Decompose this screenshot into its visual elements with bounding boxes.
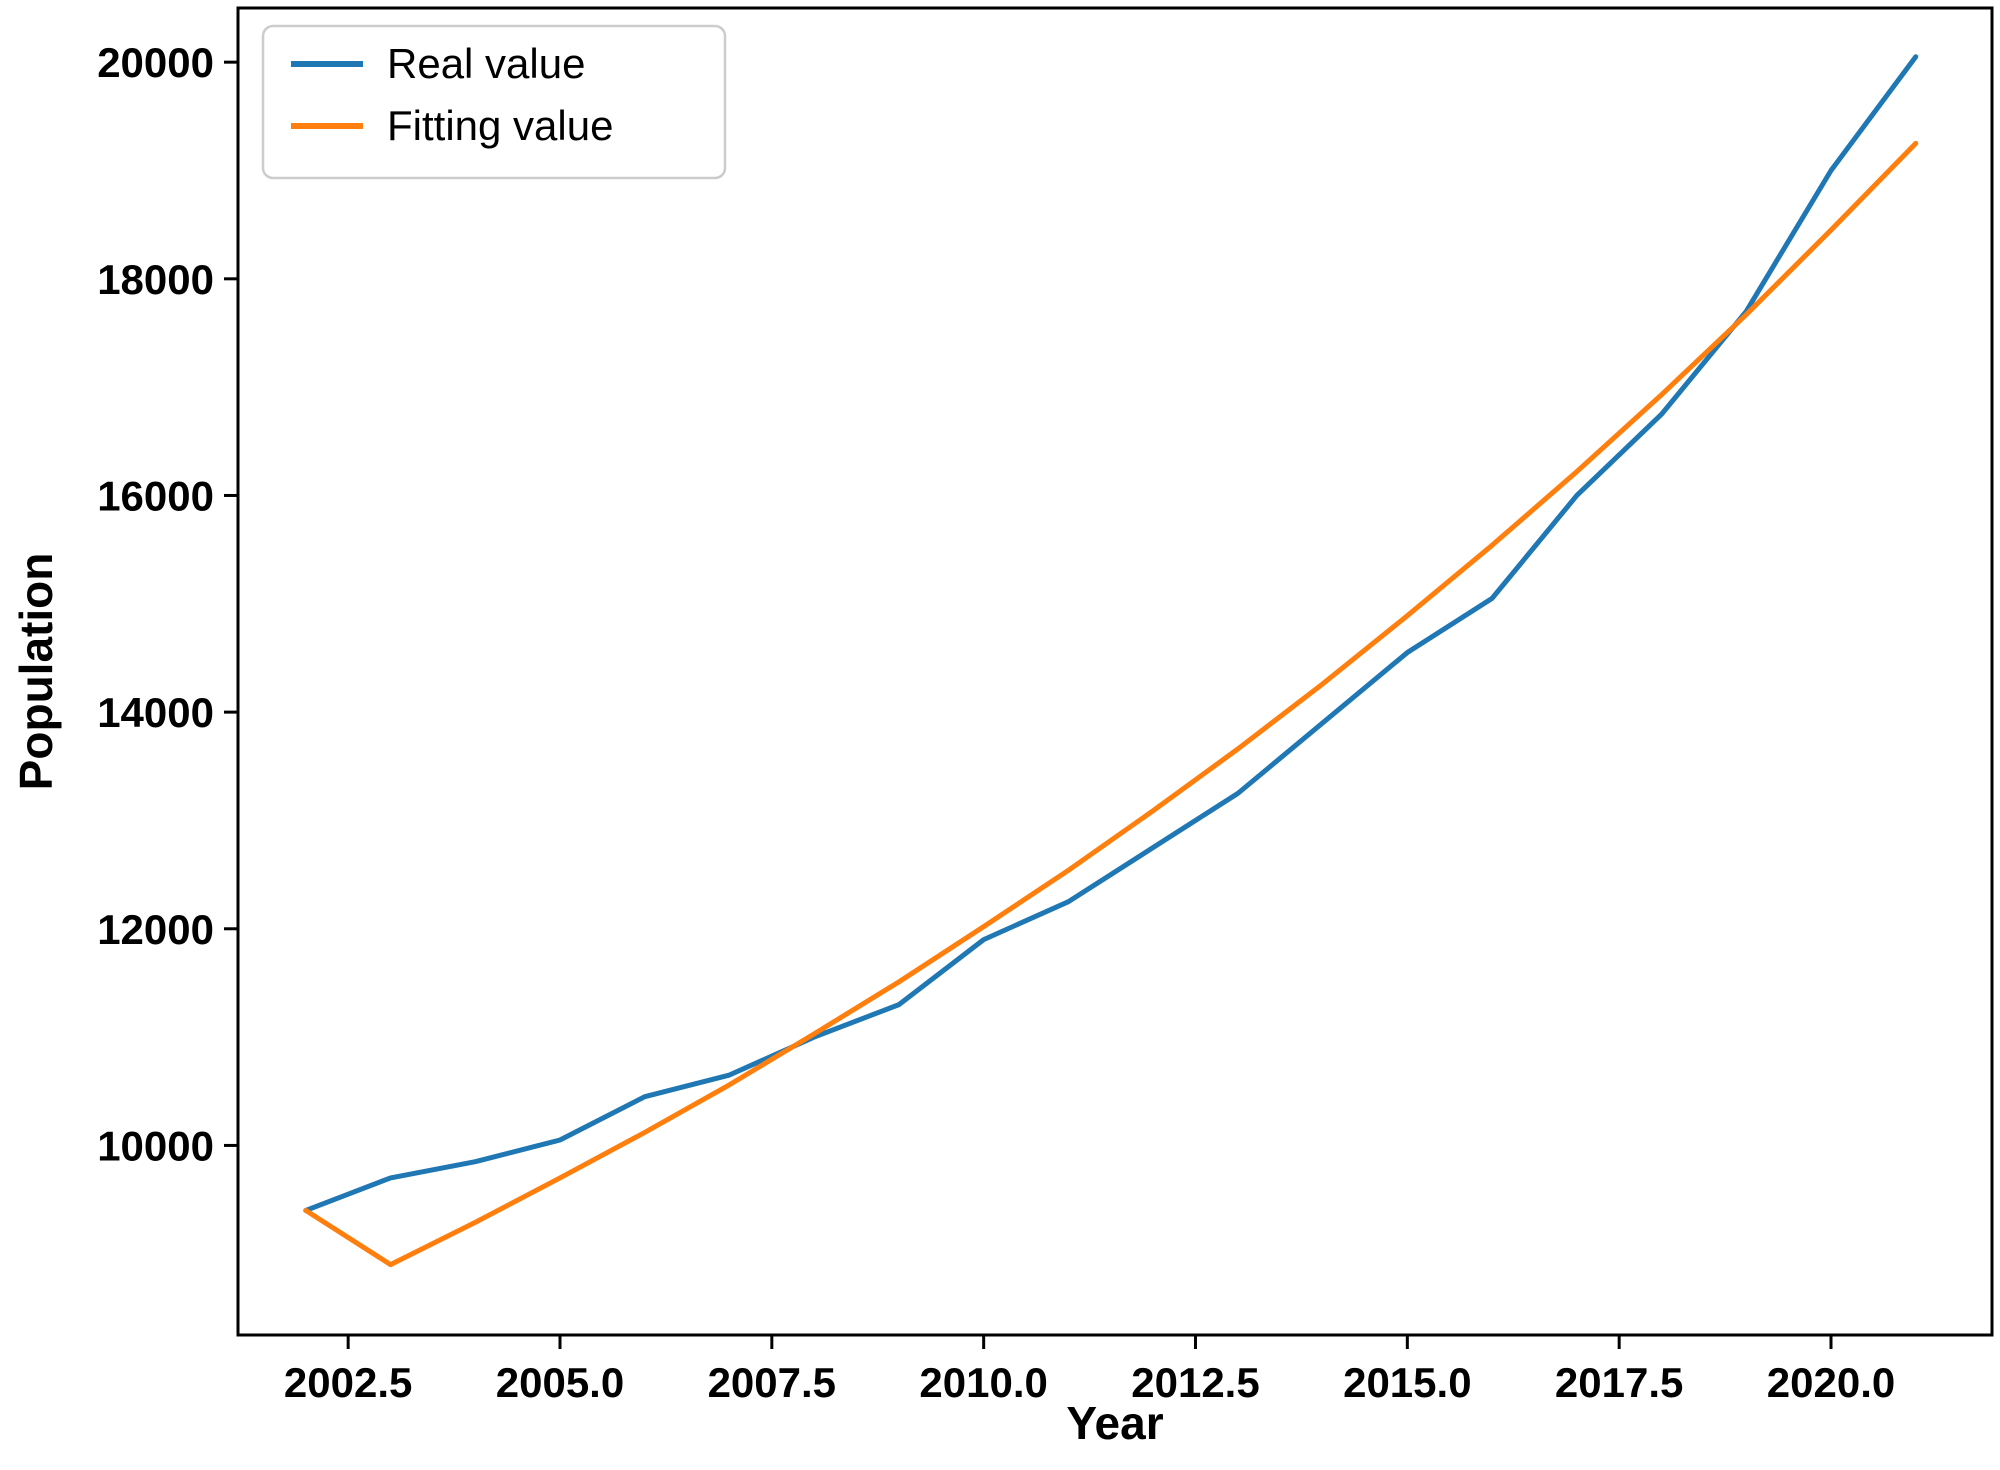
x-tick-label: 2015.0	[1343, 1359, 1471, 1406]
legend-box	[261, 24, 727, 180]
plot-border	[236, 6, 1994, 1337]
legend: Real value Fitting value	[261, 24, 727, 180]
x-tick-label: 2005.0	[496, 1359, 624, 1406]
y-tick-label: 14000	[97, 689, 214, 736]
series-line-real-value	[303, 54, 1919, 1213]
y-tick-label: 12000	[97, 906, 214, 953]
y-axis-label: Population	[10, 553, 62, 791]
x-axis-label: Year	[1066, 1397, 1163, 1449]
y-tick-label: 16000	[97, 472, 214, 519]
legend-label: Fitting value	[387, 102, 613, 149]
x-tick-label: 2012.5	[1131, 1359, 1259, 1406]
x-tick-label: 2007.5	[708, 1359, 836, 1406]
x-tick-label: 2002.5	[284, 1359, 412, 1406]
x-tick-label: 2010.0	[919, 1359, 1047, 1406]
y-tick-label: 18000	[97, 256, 214, 303]
x-tick-label: 2017.5	[1555, 1359, 1683, 1406]
legend-label: Real value	[387, 40, 585, 87]
series-line-fitting-value	[303, 140, 1919, 1268]
x-tick-label: 2020.0	[1767, 1359, 1895, 1406]
y-tick-label: 20000	[97, 39, 214, 86]
y-tick-label: 10000	[97, 1122, 214, 1169]
